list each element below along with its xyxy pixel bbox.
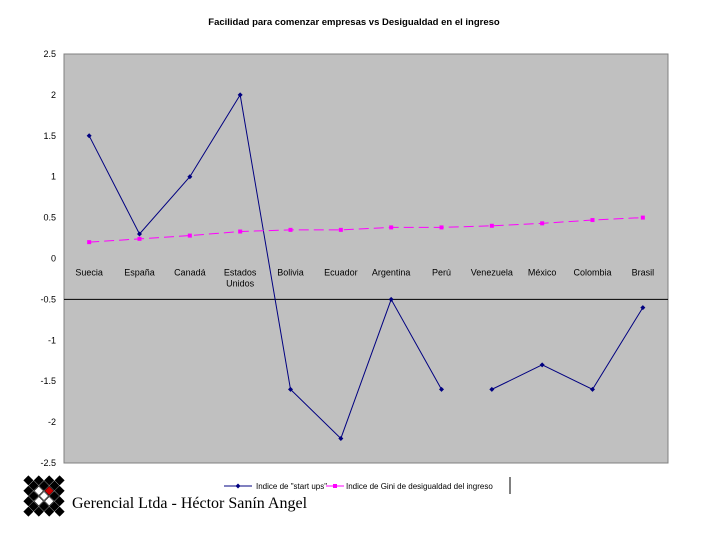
logo-tile [33, 496, 44, 507]
footer-text: Gerencial Ltda - Héctor Sanín Angel [72, 495, 308, 512]
logo-tile [44, 485, 55, 496]
data-point [439, 386, 444, 392]
logo-tile [44, 475, 55, 486]
series-2 [87, 215, 645, 245]
logo-tile [38, 490, 50, 502]
y-tick-label: -1.5 [40, 376, 56, 386]
data-point [86, 133, 92, 139]
category-label: Venezuela [471, 268, 513, 278]
y-tick-label: 0.5 [43, 213, 56, 223]
logo-tile [23, 496, 34, 507]
data-point [640, 215, 645, 220]
y-tick-label: -1 [48, 335, 56, 345]
logo-tile [23, 475, 34, 486]
logo-tile [28, 480, 39, 491]
series-line [491, 307, 644, 391]
data-point [540, 221, 545, 226]
data-point [237, 92, 243, 98]
legend-label: Indice de "start ups" [256, 482, 327, 491]
y-tick-label: -2.5 [40, 458, 56, 468]
data-point [439, 225, 444, 230]
y-tick-label: -2 [48, 417, 56, 427]
data-point [288, 227, 293, 232]
data-point [338, 227, 343, 232]
logo-tile [49, 480, 60, 491]
axis-layer: 2.5 2 1.5 1 0.5 0 -0.5 -1 -1.5 -2 -2.5 [40, 49, 668, 468]
category-label: Bolivia [277, 268, 304, 278]
data-point [288, 386, 293, 392]
data-point [137, 231, 142, 237]
category-label: Argentina [372, 268, 411, 278]
data-point [187, 174, 193, 180]
company-logo-icon [23, 475, 65, 517]
series-line [88, 93, 442, 440]
data-point [590, 218, 595, 223]
logo-tile [33, 506, 44, 517]
logo-tile [54, 496, 65, 507]
data-point [489, 386, 495, 392]
data-point [137, 236, 142, 241]
series-line [89, 217, 643, 243]
y-tick-label: 1.5 [43, 131, 56, 141]
legend-label: Indice de Gini de desigualdad del ingres… [346, 482, 493, 491]
logo-tile [28, 490, 39, 502]
category-label: Estados [224, 268, 257, 278]
logo-tile [33, 475, 44, 486]
category-label: Ecuador [324, 268, 358, 278]
y-tick-label: 0 [51, 254, 56, 264]
logo-tile [38, 501, 50, 512]
data-point [489, 223, 494, 228]
data-point [187, 233, 192, 238]
logo-tile [23, 485, 34, 496]
logo-tile [54, 506, 65, 517]
legend-marker [333, 484, 337, 488]
logo-tile [49, 501, 60, 512]
legend-marker [235, 483, 241, 489]
logo-tile [44, 506, 55, 517]
logo-tile [28, 501, 39, 512]
logo-tile [38, 480, 50, 491]
category-label: Colombia [573, 268, 611, 278]
logo-tile [23, 506, 34, 517]
data-point [87, 240, 92, 245]
logo-tile [44, 496, 55, 507]
data-point [539, 362, 545, 368]
y-tick-label: 2.5 [43, 49, 56, 59]
category-label: Suecia [75, 268, 103, 278]
category-label: Brasil [632, 268, 655, 278]
chart-title: Facilidad para comenzar empresas vs Desi… [208, 17, 500, 28]
y-tick-label: 1 [51, 172, 56, 182]
y-tick-label: -0.5 [40, 294, 56, 304]
category-label: Unidos [226, 279, 255, 289]
logo-tile [33, 485, 44, 496]
category-label: España [124, 268, 155, 278]
category-label: Canadá [174, 268, 206, 278]
data-point [338, 435, 344, 441]
data-point [238, 229, 243, 234]
y-tick-label: 2 [51, 90, 56, 100]
category-label: México [528, 268, 557, 278]
data-point [389, 225, 394, 230]
data-point [590, 386, 595, 392]
logo-tile [54, 485, 65, 496]
logo-tile [49, 490, 60, 502]
series-1 [86, 92, 646, 441]
category-label: Perú [432, 268, 451, 278]
data-point [388, 296, 394, 302]
plot-area [63, 53, 669, 464]
data-point [640, 305, 646, 311]
logo-tile [54, 475, 65, 486]
legend: Indice de "start ups" Indice de Gini de d… [224, 477, 511, 494]
series-layer [86, 92, 646, 441]
